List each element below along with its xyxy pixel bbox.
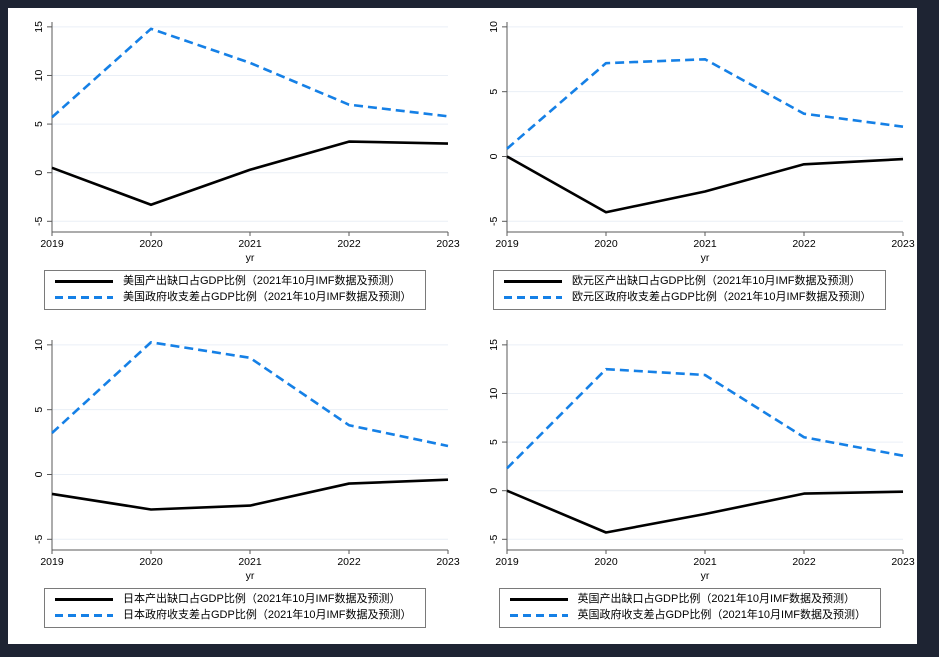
svg-text:0: 0 [488,153,500,159]
solid-line-key-icon [55,598,113,601]
svg-text:2023: 2023 [437,238,461,250]
japan-legend-box: 日本产出缺口占GDP比例（2021年10月IMF数据及预测） 日本政府收支差占G… [44,588,427,628]
svg-text:-5: -5 [488,216,500,225]
solid-line-key-icon [509,598,568,601]
legend-label: 日本产出缺口占GDP比例（2021年10月IMF数据及预测） [123,593,401,605]
legend-item: 英国产出缺口占GDP比例（2021年10月IMF数据及预测） [509,593,866,606]
us-line-chart: -5 0 5 10 15 2019 2020 2021 2022 2023 yr [33,21,461,264]
svg-text:15: 15 [33,21,45,33]
solid-line-key-icon [55,280,113,283]
svg-text:2019: 2019 [41,238,65,250]
svg-text:2022: 2022 [792,556,816,568]
svg-text:2021: 2021 [239,238,263,250]
svg-text:5: 5 [488,439,500,445]
legend-label: 英国政府收支差占GDP比例（2021年10月IMF数据及预测） [577,609,866,621]
chart-cell-us: -5 0 5 10 15 2019 2020 2021 2022 2023 yr 美国产出缺口占GD… [8,8,463,326]
legend-label: 英国产出缺口占GDP比例（2021年10月IMF数据及预测） [577,593,855,605]
legend-item: 美国产出缺口占GDP比例（2021年10月IMF数据及预测） [55,275,411,288]
legend-item: 欧元区政府收支差占GDP比例（2021年10月IMF数据及预测） [504,291,871,304]
svg-text:yr: yr [246,570,255,582]
us-legend-box: 美国产出缺口占GDP比例（2021年10月IMF数据及预测） 美国政府收支差占G… [44,270,427,310]
legend-label: 美国政府收支差占GDP比例（2021年10月IMF数据及预测） [123,291,412,303]
svg-text:2023: 2023 [437,556,461,568]
uk-legend-box: 英国产出缺口占GDP比例（2021年10月IMF数据及预测） 英国政府收支差占G… [498,588,881,628]
legend-label: 美国产出缺口占GDP比例（2021年10月IMF数据及预测） [123,275,401,287]
legend-item: 日本政府收支差占GDP比例（2021年10月IMF数据及预测） [55,609,411,622]
dashed-line-key-icon [55,614,113,617]
legend-item: 美国政府收支差占GDP比例（2021年10月IMF数据及预测） [55,291,411,304]
solid-line-key-icon [504,280,562,283]
chart-cell-eurozone: -5 0 5 10 2019 2020 2021 2022 2023 yr 欧元区产出缺口占GDP… [463,8,918,326]
svg-text:5: 5 [33,407,45,413]
svg-text:-5: -5 [488,534,500,543]
legend-label: 欧元区产出缺口占GDP比例（2021年10月IMF数据及预测） [572,275,861,287]
legend-item: 日本产出缺口占GDP比例（2021年10月IMF数据及预测） [55,593,411,606]
svg-text:5: 5 [488,89,500,95]
legend-item: 欧元区产出缺口占GDP比例（2021年10月IMF数据及预测） [504,275,871,288]
svg-text:0: 0 [33,471,45,477]
legend-label: 欧元区政府收支差占GDP比例（2021年10月IMF数据及预测） [572,291,872,303]
svg-text:yr: yr [700,252,709,264]
svg-text:2021: 2021 [693,238,717,250]
svg-text:2019: 2019 [495,238,519,250]
svg-text:10: 10 [488,21,500,33]
svg-text:2023: 2023 [891,238,915,250]
svg-text:0: 0 [33,170,45,176]
uk-line-chart: -5 0 5 10 15 2019 2020 2021 2022 2023 yr [488,339,915,582]
svg-text:2022: 2022 [338,556,362,568]
eurozone-legend-box: 欧元区产出缺口占GDP比例（2021年10月IMF数据及预测） 欧元区政府收支差… [493,270,887,310]
chart-cell-japan: -5 0 5 10 2019 2020 2021 2022 2023 yr 日本产出缺口占GDP比… [8,326,463,644]
svg-text:2019: 2019 [495,556,519,568]
svg-text:0: 0 [488,488,500,494]
svg-text:10: 10 [33,69,45,81]
svg-text:yr: yr [246,252,255,264]
svg-text:2020: 2020 [140,238,164,250]
legend-item: 英国政府收支差占GDP比例（2021年10月IMF数据及预测） [509,609,866,622]
dashed-line-key-icon [55,296,113,299]
dashed-line-key-icon [509,614,568,617]
svg-text:2019: 2019 [41,556,65,568]
svg-text:10: 10 [33,339,45,351]
svg-text:2020: 2020 [594,238,618,250]
svg-text:15: 15 [488,339,500,351]
svg-text:2022: 2022 [338,238,362,250]
svg-text:-5: -5 [33,534,45,543]
svg-text:2021: 2021 [693,556,717,568]
svg-text:2023: 2023 [891,556,915,568]
japan-line-chart: -5 0 5 10 2019 2020 2021 2022 2023 yr [33,339,461,582]
dashed-line-key-icon [504,296,562,299]
svg-text:2020: 2020 [140,556,164,568]
svg-text:-5: -5 [33,216,45,225]
svg-text:10: 10 [488,387,500,399]
svg-text:yr: yr [700,570,709,582]
svg-text:2022: 2022 [792,238,816,250]
chart-cell-uk: -5 0 5 10 15 2019 2020 2021 2022 2023 yr 英国产出缺口占GD… [463,326,918,644]
legend-label: 日本政府收支差占GDP比例（2021年10月IMF数据及预测） [123,609,412,621]
svg-text:2020: 2020 [594,556,618,568]
svg-text:2021: 2021 [239,556,263,568]
eurozone-line-chart: -5 0 5 10 2019 2020 2021 2022 2023 yr [488,21,915,264]
svg-text:5: 5 [33,121,45,127]
charts-panel: -5 0 5 10 15 2019 2020 2021 2022 2023 yr 美国产出缺口占GD… [8,8,917,644]
